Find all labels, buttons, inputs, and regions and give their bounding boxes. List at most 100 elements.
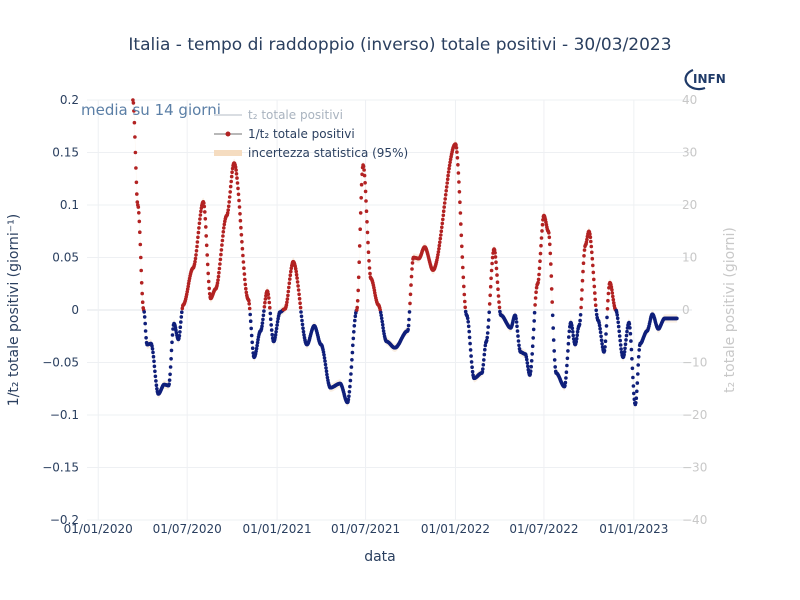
data-point-negative: [268, 311, 273, 316]
data-point-negative: [169, 357, 173, 361]
data-point-positive: [236, 192, 241, 197]
data-point-positive: [368, 271, 372, 276]
data-point-negative: [322, 353, 326, 357]
data-point-positive: [247, 302, 251, 306]
data-point-negative: [616, 320, 620, 325]
data-point-negative: [567, 335, 571, 339]
data-point-negative: [636, 372, 640, 376]
x-tick-label: 01/07/2021: [331, 522, 400, 536]
data-point-positive: [549, 274, 554, 278]
data-point-positive: [137, 219, 142, 224]
data-point-negative: [623, 342, 628, 347]
data-point-positive: [443, 197, 448, 201]
data-point-negative: [468, 348, 473, 352]
data-point-negative: [167, 382, 171, 387]
data-point-positive: [357, 260, 362, 265]
data-point-positive: [202, 201, 206, 205]
data-point-positive: [436, 250, 441, 254]
data-point-positive: [203, 217, 208, 221]
legend-item-inv-t2: 1/t₂ totale positivi: [214, 127, 355, 141]
data-point-negative: [379, 316, 384, 321]
data-point-positive: [230, 166, 235, 171]
data-point-positive: [132, 109, 136, 113]
data-point-negative: [635, 389, 639, 394]
data-point-positive: [458, 211, 463, 215]
data-point-negative: [515, 324, 519, 329]
data-point-negative: [323, 362, 328, 367]
data-point-positive: [287, 281, 292, 286]
data-point-negative: [629, 339, 633, 343]
data-point-negative: [603, 345, 607, 349]
data-point-negative: [635, 381, 640, 385]
data-point-positive: [488, 284, 493, 289]
data-point-negative: [153, 374, 158, 379]
data-point-positive: [241, 253, 245, 258]
data-point-negative: [143, 321, 147, 326]
data-point-negative: [269, 323, 274, 327]
data-point-positive: [131, 98, 135, 102]
data-point-negative: [570, 326, 575, 331]
y-tick-label-right: 10: [682, 251, 697, 265]
data-point-negative: [274, 326, 279, 331]
data-point-negative: [524, 355, 529, 359]
data-point-negative: [603, 339, 608, 344]
data-point-positive: [366, 240, 370, 245]
data-point-positive: [239, 233, 244, 237]
data-point-negative: [250, 340, 254, 345]
x-axis-title: data: [364, 549, 396, 565]
data-point-negative: [154, 379, 158, 383]
data-point-positive: [495, 280, 500, 285]
data-point-negative: [348, 384, 352, 389]
data-point-negative: [254, 349, 258, 354]
data-point-positive: [267, 300, 272, 305]
data-point-positive: [226, 204, 231, 209]
data-point-positive: [588, 235, 593, 239]
data-point-negative: [351, 343, 355, 348]
data-point-positive: [204, 225, 208, 229]
data-point-negative: [571, 333, 575, 338]
data-point-positive: [533, 296, 538, 300]
data-point-positive: [135, 200, 140, 204]
data-point-positive: [226, 208, 230, 212]
legend-label-t2: t₂ totale positivi: [248, 108, 343, 122]
data-point-positive: [585, 237, 589, 242]
data-point-positive: [286, 293, 290, 298]
y-axis-left: 0.2 0.15 0.1 0.05 0 −0.05 −0.1 −0.15 −0.2: [42, 93, 79, 527]
data-point-negative: [180, 310, 184, 315]
data-point-negative: [324, 369, 329, 374]
data-point-positive: [204, 243, 209, 248]
data-point-positive: [195, 244, 199, 249]
data-point-positive: [205, 253, 209, 257]
data-point-positive: [493, 255, 498, 259]
data-point-positive: [216, 278, 220, 282]
data-point-positive: [446, 173, 450, 178]
data-point-positive: [441, 213, 446, 218]
data-point-positive: [610, 288, 614, 292]
data-point-negative: [255, 340, 260, 345]
data-point-negative: [631, 375, 635, 380]
data-point-positive: [580, 288, 584, 292]
data-point-positive: [612, 301, 616, 305]
y-axis-right: 40 30 20 10 0 −10 −20 −30 −40: [682, 93, 707, 527]
data-point-negative: [465, 316, 470, 321]
data-point-negative: [260, 324, 264, 329]
data-point-negative: [566, 341, 571, 346]
data-point-positive: [136, 205, 141, 209]
data-point-positive: [294, 272, 299, 277]
data-point-positive: [238, 218, 243, 223]
data-point-negative: [571, 330, 575, 334]
data-point-positive: [221, 234, 225, 238]
data-point-negative: [570, 323, 574, 328]
data-point-positive: [539, 243, 543, 248]
data-point-negative: [563, 383, 567, 388]
data-point-positive: [592, 284, 597, 289]
data-point-positive: [493, 251, 497, 255]
data-point-positive: [588, 232, 592, 236]
data-point-positive: [442, 205, 447, 209]
y-axis-title-right: t₂ totale positivi (giorni): [722, 227, 738, 393]
data-point-negative: [151, 354, 156, 359]
data-point-negative: [480, 370, 485, 374]
data-point-positive: [355, 305, 360, 310]
x-tick-label: 01/01/2022: [421, 522, 490, 536]
data-point-positive: [363, 181, 367, 185]
